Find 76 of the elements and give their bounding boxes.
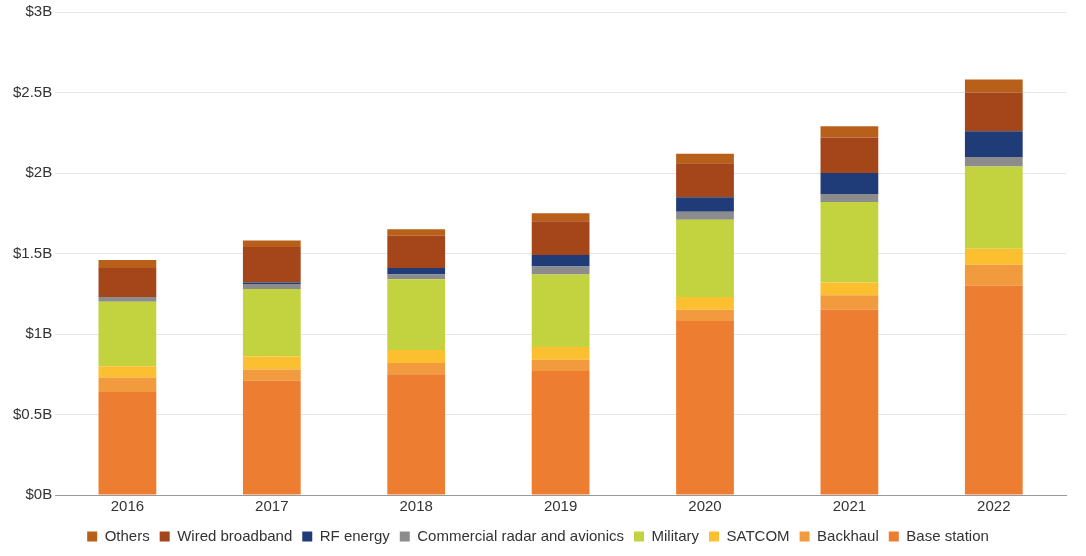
bar xyxy=(676,153,734,164)
bar xyxy=(676,321,734,495)
bar xyxy=(387,362,446,375)
bar xyxy=(820,201,879,283)
bar xyxy=(676,211,734,220)
x-tick-label: 2021 xyxy=(832,497,867,515)
bar xyxy=(242,240,301,248)
bar xyxy=(820,282,879,296)
legend-label: Others xyxy=(104,526,150,544)
bar xyxy=(676,309,734,322)
bar xyxy=(531,266,590,275)
bar xyxy=(387,279,446,351)
bar xyxy=(820,193,879,202)
bar xyxy=(98,301,157,367)
bar xyxy=(98,377,157,392)
x-tick-label: 2017 xyxy=(255,497,289,515)
legend-label: Backhaul xyxy=(817,526,879,544)
bar xyxy=(98,366,157,378)
bar xyxy=(242,369,301,381)
legend-label: Wired broadband xyxy=(177,526,293,544)
y-tick-label: $2B xyxy=(25,163,53,181)
bar xyxy=(242,284,301,289)
bar xyxy=(387,267,446,275)
bar xyxy=(242,380,301,495)
bar xyxy=(820,126,879,138)
x-tick-label: 2016 xyxy=(110,497,145,515)
y-tick-label: $1B xyxy=(25,324,53,342)
bar xyxy=(964,166,1023,249)
bar xyxy=(242,356,301,370)
bar xyxy=(676,163,734,198)
bar xyxy=(387,229,446,236)
y-tick-label: $3B xyxy=(25,2,53,20)
x-tick-label: 2019 xyxy=(543,497,578,515)
bar xyxy=(820,295,879,310)
bar xyxy=(820,309,879,495)
y-tick-label: $1.5B xyxy=(13,243,53,261)
bar xyxy=(242,288,301,357)
bar xyxy=(98,391,157,495)
bar xyxy=(98,267,157,297)
legend-label: Commercial radar and avionics xyxy=(417,526,625,544)
bar xyxy=(242,247,301,283)
bar xyxy=(387,374,446,495)
x-tick-label: 2018 xyxy=(399,497,433,515)
bar xyxy=(964,156,1023,167)
bar xyxy=(964,131,1023,157)
bar xyxy=(98,259,157,268)
y-tick-label: $0.5B xyxy=(13,404,53,422)
legend-label: Military xyxy=(651,526,700,544)
x-tick-label: 2022 xyxy=(977,497,1011,515)
bar xyxy=(531,346,590,360)
bar xyxy=(964,92,1023,132)
bar xyxy=(531,213,590,222)
bar xyxy=(676,197,734,212)
legend-label: SATCOM xyxy=(726,526,790,544)
bar xyxy=(820,173,879,194)
bar xyxy=(531,371,590,495)
bar xyxy=(387,274,446,280)
bar xyxy=(964,264,1023,286)
bar xyxy=(387,350,446,363)
y-tick-label: $2.5B xyxy=(13,82,53,100)
bar xyxy=(964,285,1023,495)
bar xyxy=(531,359,590,372)
bar xyxy=(531,255,590,267)
bar xyxy=(98,296,157,302)
bar xyxy=(531,274,590,347)
bar xyxy=(676,219,734,297)
legend-label: Base station xyxy=(906,526,989,544)
y-tick-label: $0B xyxy=(25,485,53,503)
bar xyxy=(820,137,879,173)
bar xyxy=(964,79,1023,93)
bar xyxy=(964,248,1023,265)
bar xyxy=(387,235,446,268)
legend-label: RF energy xyxy=(319,526,391,544)
bar xyxy=(676,296,734,310)
bar xyxy=(531,221,590,256)
x-tick-label: 2020 xyxy=(688,497,722,515)
